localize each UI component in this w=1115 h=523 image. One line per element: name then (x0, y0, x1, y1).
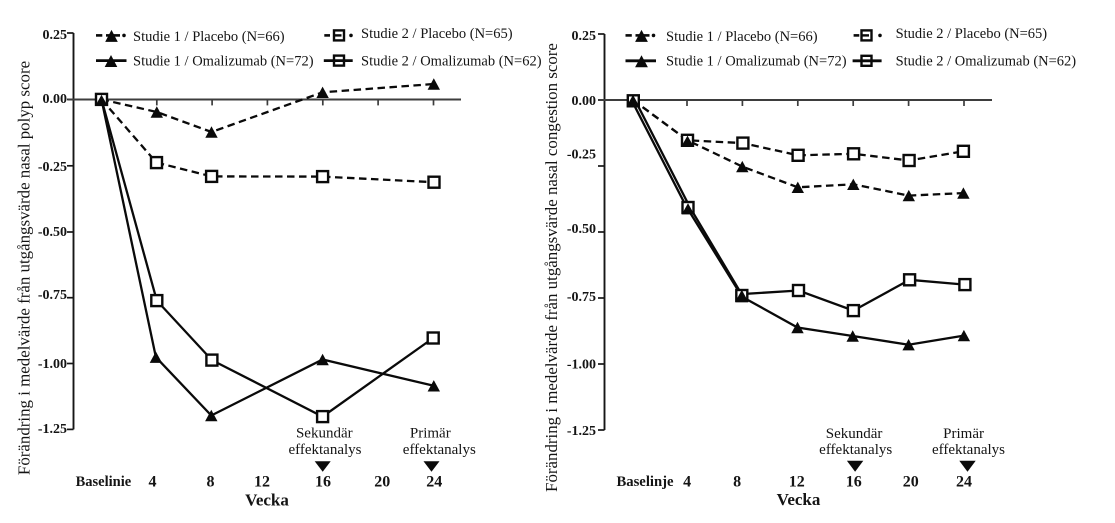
svg-text:Sekundär: Sekundär (826, 426, 883, 442)
svg-text:Sekundär: Sekundär (296, 425, 353, 441)
svg-text:Studie 2 / Omalizumab (N=62): Studie 2 / Omalizumab (N=62) (896, 54, 1077, 70)
svg-text:Primär: Primär (943, 426, 984, 442)
svg-text:8: 8 (733, 474, 741, 491)
svg-text:effektanalys: effektanalys (819, 442, 892, 458)
svg-text:-1.00: -1.00 (38, 357, 67, 372)
svg-text:Studie 1 / Omalizumab (N=72): Studie 1 / Omalizumab (N=72) (666, 54, 847, 70)
svg-text:-1.00: -1.00 (567, 357, 596, 372)
svg-text:Primär: Primär (410, 425, 451, 441)
svg-text:Studie 2 / Omalizumab (N=62): Studie 2 / Omalizumab (N=62) (361, 54, 542, 70)
svg-text:16: 16 (315, 474, 331, 491)
svg-text:16: 16 (846, 474, 862, 491)
svg-text:Vecka: Vecka (777, 490, 821, 509)
svg-text:Förändring i medelvärde från u: Förändring i medelvärde från utgångsvärd… (542, 43, 561, 492)
svg-text:20: 20 (374, 474, 390, 491)
svg-text:20: 20 (903, 474, 919, 491)
svg-text:effektanalys: effektanalys (288, 442, 361, 458)
svg-text:12: 12 (789, 474, 805, 491)
svg-text:effektanalys: effektanalys (403, 442, 476, 458)
svg-text:effektanalys: effektanalys (932, 442, 1005, 458)
svg-text:Förändring i medelvärde från u: Förändring i medelvärde från utgångsvärd… (15, 61, 34, 475)
svg-text:24: 24 (956, 474, 972, 491)
svg-text:-0.25: -0.25 (567, 148, 596, 163)
svg-text:8: 8 (207, 474, 215, 491)
svg-text:-0.75: -0.75 (38, 288, 67, 303)
svg-text:Studie 1 / Placebo (N=66): Studie 1 / Placebo (N=66) (666, 29, 818, 45)
svg-text:12: 12 (254, 474, 270, 491)
svg-text:Studie 2 / Placebo (N=65): Studie 2 / Placebo (N=65) (361, 26, 513, 42)
svg-text:4: 4 (683, 474, 691, 491)
svg-text:-0.50: -0.50 (567, 222, 596, 237)
svg-text:-0.50: -0.50 (38, 225, 67, 240)
svg-text:-1.25: -1.25 (567, 424, 596, 439)
svg-text:0.00: 0.00 (572, 94, 597, 109)
svg-text:Baselinje: Baselinje (616, 474, 674, 490)
svg-text:Vecka: Vecka (245, 491, 289, 510)
svg-text:-1.25: -1.25 (38, 422, 67, 437)
svg-text:Studie 1 / Placebo (N=66): Studie 1 / Placebo (N=66) (133, 29, 285, 45)
svg-text:0.25: 0.25 (572, 29, 597, 44)
svg-text:Baselinie: Baselinie (76, 474, 132, 490)
svg-text:-0.25: -0.25 (38, 160, 67, 175)
svg-text:4: 4 (149, 474, 157, 491)
svg-text:-0.75: -0.75 (567, 290, 596, 305)
svg-text:Studie 2 / Placebo (N=65): Studie 2 / Placebo (N=65) (896, 26, 1048, 42)
svg-text:0.25: 0.25 (43, 28, 68, 43)
svg-text:0.00: 0.00 (43, 92, 68, 107)
svg-text:Studie 1 / Omalizumab (N=72): Studie 1 / Omalizumab (N=72) (133, 54, 314, 70)
svg-text:24: 24 (426, 474, 442, 491)
